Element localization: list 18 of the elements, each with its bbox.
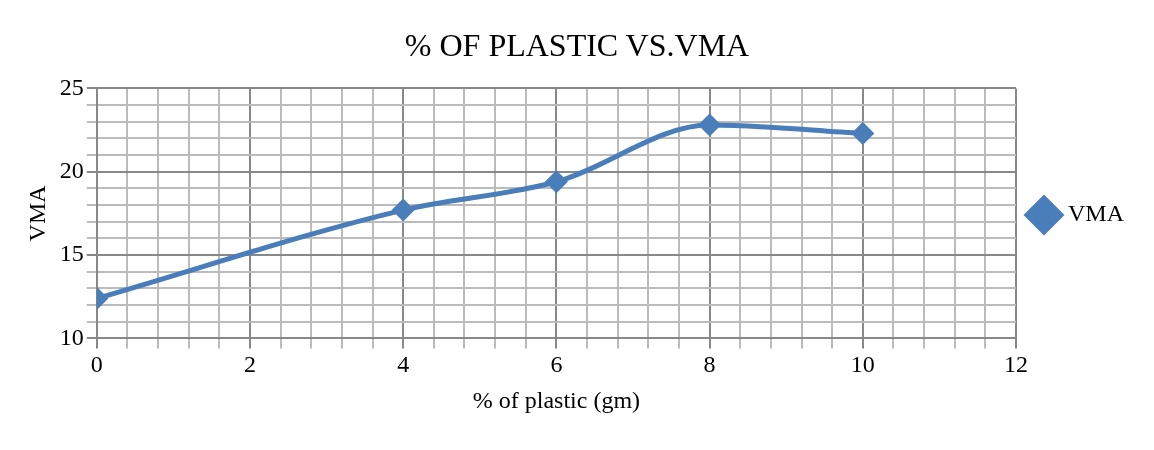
x-tick-label: 4: [397, 351, 410, 378]
x-tick-label: 12: [1004, 351, 1028, 378]
y-tick-label: 10: [59, 323, 84, 350]
y-tick-label: 20: [59, 157, 84, 184]
point: [699, 114, 721, 136]
x-tick-label: 8: [703, 351, 716, 378]
x-tick-label: 6: [550, 351, 563, 378]
legend-label: VMA: [1068, 200, 1125, 227]
x-axis-title: % of plastic (gm): [472, 386, 641, 413]
y-axis-title: VMA: [23, 184, 50, 242]
point: [545, 171, 567, 193]
x-tick-label: 2: [244, 351, 256, 378]
point: [852, 122, 874, 144]
x-tick-label: 0: [90, 351, 103, 378]
y-tick-label: 25: [59, 73, 84, 100]
chart-title: % OF PLASTIC VS.VMA: [404, 26, 750, 63]
y-tick-label: 15: [59, 240, 84, 267]
x-tick-label: 10: [850, 351, 875, 378]
